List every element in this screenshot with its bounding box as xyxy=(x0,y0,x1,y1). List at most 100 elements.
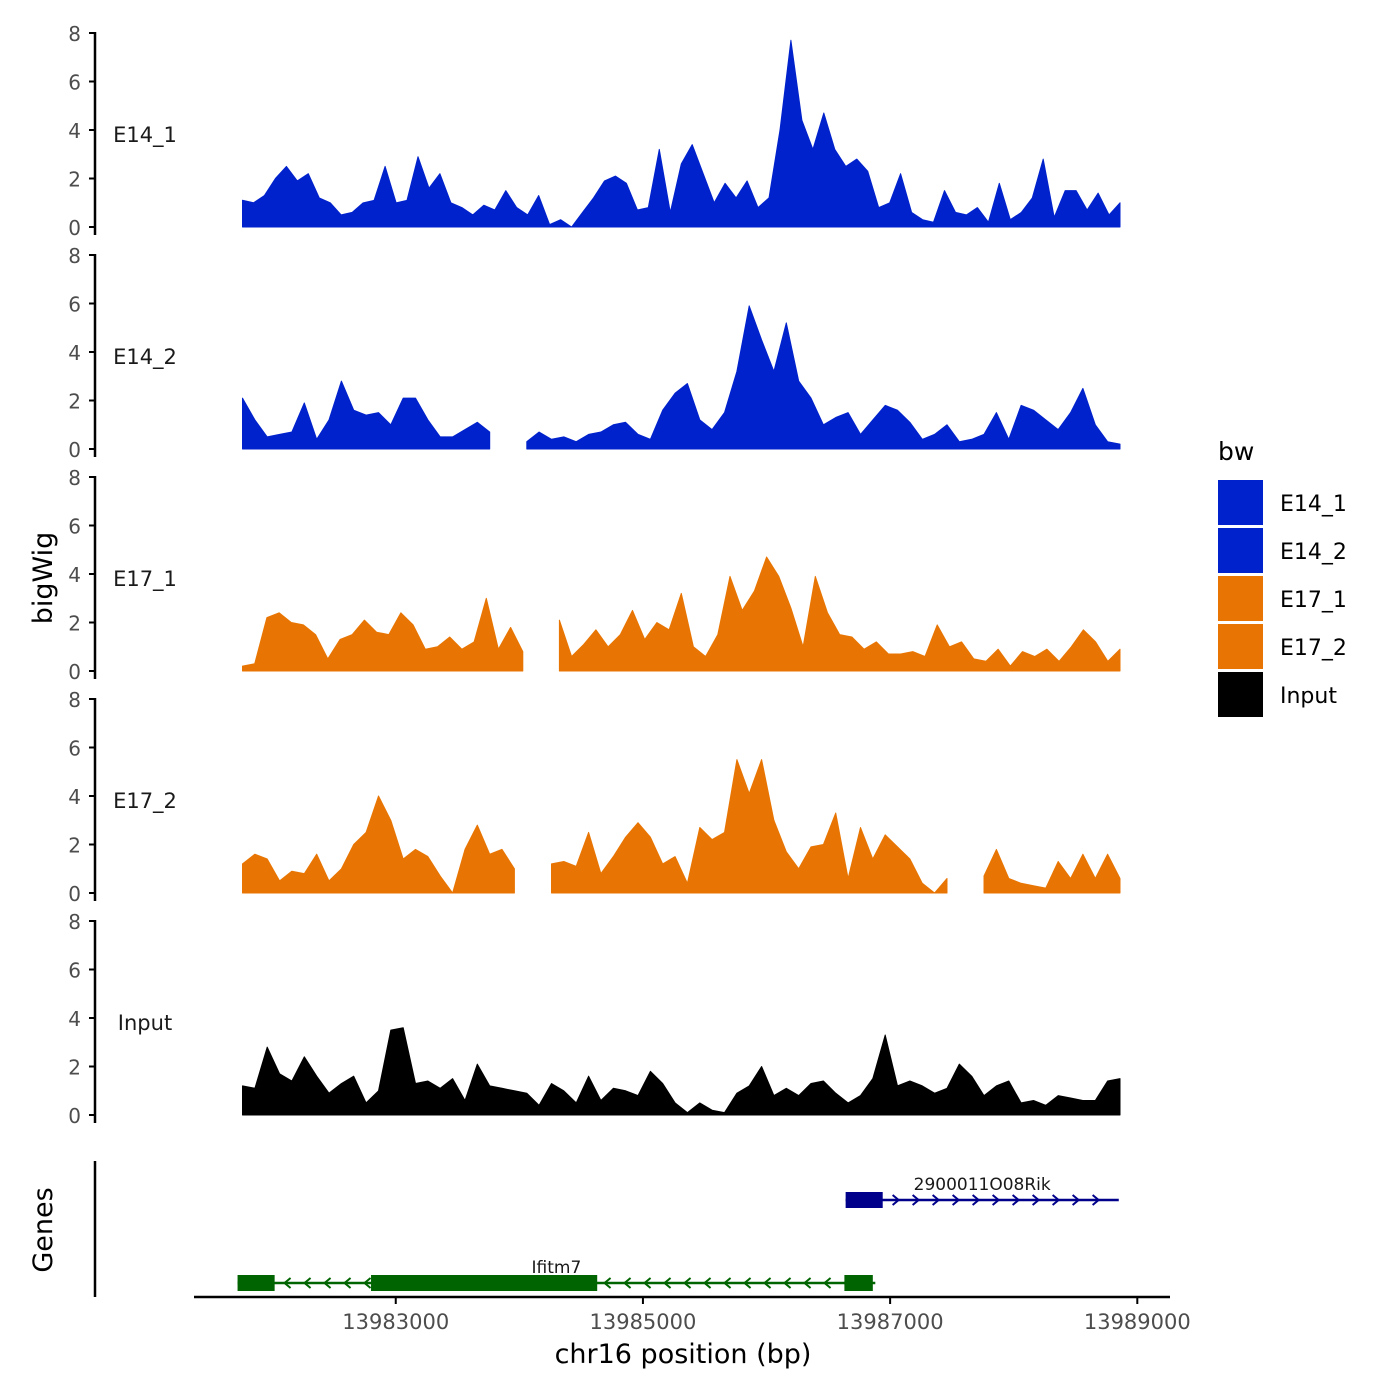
track-label: E17_2 xyxy=(113,789,177,814)
y-tick-label: 4 xyxy=(68,563,81,587)
track-label: E14_2 xyxy=(113,345,177,370)
legend-swatch xyxy=(1218,672,1263,717)
strand-arrow xyxy=(802,1277,812,1289)
y-tick-label: 0 xyxy=(68,216,81,240)
legend-label: E14_2 xyxy=(1280,540,1347,565)
strand-arrow xyxy=(931,1194,941,1206)
y-tick-label: 4 xyxy=(68,119,81,143)
strand-arrow xyxy=(342,1277,352,1289)
x-tick-label: 13985000 xyxy=(589,1310,696,1334)
signal-area xyxy=(551,759,948,894)
strand-arrow xyxy=(991,1194,1001,1206)
strand-arrow xyxy=(1011,1194,1021,1206)
genes-axis-label: Genes xyxy=(28,1187,59,1272)
track-label: Input xyxy=(118,1011,172,1035)
y-tick-label: 6 xyxy=(68,515,81,539)
x-tick-label: 13987000 xyxy=(837,1310,944,1334)
strand-arrow xyxy=(702,1277,712,1289)
strand-arrow xyxy=(762,1277,772,1289)
y-tick-label: 8 xyxy=(68,466,81,490)
exon-block xyxy=(237,1275,275,1291)
strand-arrow xyxy=(742,1277,752,1289)
legend-label: E17_2 xyxy=(1280,636,1347,661)
strand-arrow xyxy=(662,1277,672,1289)
strand-arrow xyxy=(951,1194,961,1206)
strand-arrow xyxy=(1091,1194,1101,1206)
strand-arrow xyxy=(971,1194,981,1206)
x-tick-label: 13989000 xyxy=(1084,1310,1191,1334)
gene-2900011O08Rik: 2900011O08Rik xyxy=(845,1175,1119,1208)
strand-arrow xyxy=(911,1194,921,1206)
legend-swatch xyxy=(1218,480,1263,525)
y-tick-label: 2 xyxy=(68,612,81,636)
y-tick-label: 6 xyxy=(68,71,81,95)
gene-label: 2900011O08Rik xyxy=(914,1175,1051,1195)
strand-arrow xyxy=(362,1277,372,1289)
x-axis-label: chr16 position (bp) xyxy=(555,1339,812,1370)
y-axis-label: bigWig xyxy=(28,532,59,625)
track-Input: 0 2 4 6 8 Input xyxy=(68,910,1121,1128)
signal-area xyxy=(242,380,491,450)
y-tick-label: 8 xyxy=(68,910,81,934)
legend: bw E14_1 E14_2 E17_1 E17_2 Input xyxy=(1218,437,1347,717)
y-tick-label: 0 xyxy=(68,438,81,462)
tracks-layer: 0 2 4 6 8 E14_1 0 2 4 6 8 E14_2 0 2 4 6 8 E17_1 0 2 4 6 8 E17_2… xyxy=(68,22,1121,1128)
legend-swatch xyxy=(1218,576,1263,621)
legend-label: Input xyxy=(1280,684,1337,709)
strand-arrow xyxy=(1031,1194,1041,1206)
legend-title: bw xyxy=(1218,437,1254,466)
track-label: E14_1 xyxy=(113,123,177,148)
x-tick-label: 13983000 xyxy=(342,1310,449,1334)
gene-label: Ifitm7 xyxy=(532,1258,582,1278)
strand-arrow xyxy=(1071,1194,1081,1206)
strand-arrow xyxy=(622,1277,632,1289)
y-tick-label: 0 xyxy=(68,882,81,906)
strand-arrow xyxy=(891,1194,901,1206)
genes-layer: 2900011O08Rik Ifitm7 xyxy=(93,1161,1119,1297)
signal-area xyxy=(242,795,515,894)
strand-arrow xyxy=(822,1277,832,1289)
signal-area xyxy=(526,305,1121,450)
strand-arrow xyxy=(642,1277,652,1289)
track-label: E17_1 xyxy=(113,567,177,592)
y-tick-label: 8 xyxy=(68,244,81,268)
y-tick-label: 6 xyxy=(68,737,81,761)
exon-block xyxy=(845,1192,883,1208)
strand-arrow xyxy=(722,1277,732,1289)
strand-arrow xyxy=(602,1277,612,1289)
y-tick-label: 6 xyxy=(68,293,81,317)
signal-area xyxy=(558,556,1121,672)
y-tick-label: 4 xyxy=(68,785,81,809)
legend-swatch xyxy=(1218,624,1263,669)
y-tick-label: 0 xyxy=(68,1104,81,1128)
strand-arrow xyxy=(782,1277,792,1289)
signal-area xyxy=(242,1027,1121,1116)
gene-Ifitm7: Ifitm7 xyxy=(237,1258,876,1291)
strand-arrow xyxy=(1051,1194,1061,1206)
y-tick-label: 8 xyxy=(68,22,81,46)
y-tick-label: 0 xyxy=(68,660,81,684)
legend-label: E14_1 xyxy=(1280,492,1347,517)
y-tick-label: 6 xyxy=(68,959,81,983)
y-tick-label: 8 xyxy=(68,688,81,712)
track-E14_1: 0 2 4 6 8 E14_1 xyxy=(68,22,1121,240)
y-tick-label: 2 xyxy=(68,390,81,414)
signal-area xyxy=(242,39,1121,228)
y-tick-label: 2 xyxy=(68,834,81,858)
strand-arrow xyxy=(322,1277,332,1289)
y-tick-label: 2 xyxy=(68,168,81,192)
legend-label: E17_1 xyxy=(1280,588,1347,613)
strand-arrow xyxy=(282,1277,292,1289)
exon-block xyxy=(844,1275,873,1291)
signal-area xyxy=(242,597,524,672)
legend-swatch xyxy=(1218,528,1263,573)
strand-arrow xyxy=(682,1277,692,1289)
track-E17_1: 0 2 4 6 8 E17_1 xyxy=(68,466,1121,684)
track-E14_2: 0 2 4 6 8 E14_2 xyxy=(68,244,1121,462)
y-tick-label: 2 xyxy=(68,1056,81,1080)
exon-block xyxy=(371,1275,598,1291)
strand-arrow xyxy=(302,1277,312,1289)
y-tick-label: 4 xyxy=(68,1007,81,1031)
y-tick-label: 4 xyxy=(68,341,81,365)
